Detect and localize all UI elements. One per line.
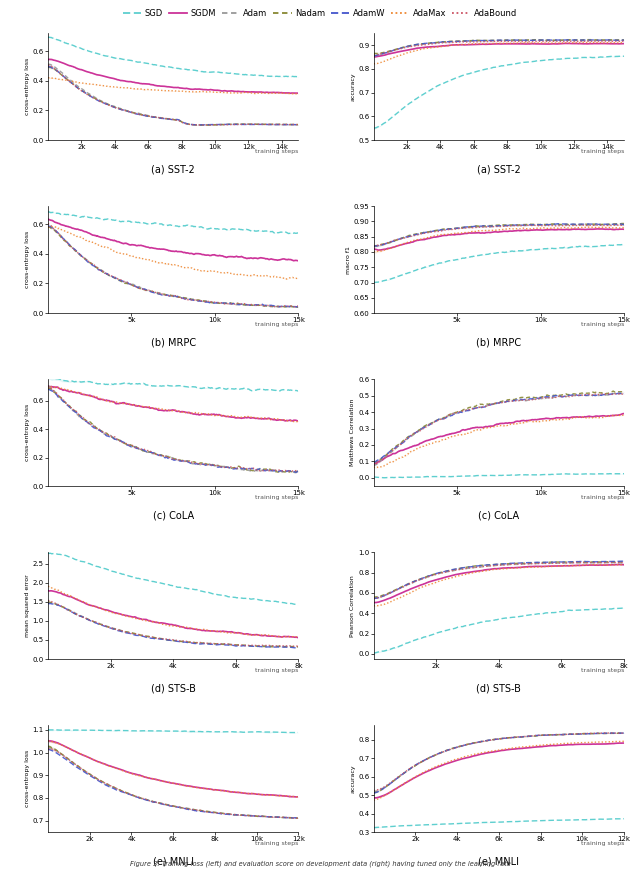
Y-axis label: cross-entropy loss: cross-entropy loss: [25, 58, 30, 115]
Text: training steps: training steps: [580, 322, 624, 327]
Text: training steps: training steps: [255, 841, 298, 845]
Y-axis label: cross-entropy loss: cross-entropy loss: [25, 404, 30, 461]
Text: training steps: training steps: [580, 668, 624, 673]
Title: (d) STS-B: (d) STS-B: [476, 683, 521, 693]
Y-axis label: mean squared error: mean squared error: [25, 574, 30, 637]
Text: training steps: training steps: [255, 495, 298, 500]
Title: (a) SST-2: (a) SST-2: [151, 164, 195, 174]
Y-axis label: accuracy: accuracy: [350, 765, 355, 793]
Title: (e) MNLI: (e) MNLI: [153, 857, 194, 866]
Title: (b) MRPC: (b) MRPC: [476, 337, 522, 347]
Text: training steps: training steps: [255, 322, 298, 327]
Text: training steps: training steps: [255, 149, 298, 154]
Title: (c) CoLA: (c) CoLA: [478, 510, 519, 520]
Y-axis label: cross-entropy loss: cross-entropy loss: [25, 750, 30, 808]
Title: (b) MRPC: (b) MRPC: [150, 337, 196, 347]
Y-axis label: Matthews Correlation: Matthews Correlation: [350, 399, 355, 467]
Legend: SGD, SGDM, Adam, Nadam, AdamW, AdaMax, AdaBound: SGD, SGDM, Adam, Nadam, AdamW, AdaMax, A…: [120, 6, 520, 22]
Text: training steps: training steps: [580, 841, 624, 845]
Text: Figure 3: Training loss (left) and evaluation score on development data (right) : Figure 3: Training loss (left) and evalu…: [129, 860, 511, 867]
Y-axis label: cross-entropy loss: cross-entropy loss: [25, 231, 30, 288]
Title: (a) SST-2: (a) SST-2: [477, 164, 521, 174]
Title: (c) CoLA: (c) CoLA: [153, 510, 194, 520]
Y-axis label: accuracy: accuracy: [350, 73, 355, 101]
Text: training steps: training steps: [255, 668, 298, 673]
Text: training steps: training steps: [580, 495, 624, 500]
Title: (e) MNLI: (e) MNLI: [478, 857, 519, 866]
Y-axis label: Pearson Correlation: Pearson Correlation: [350, 575, 355, 636]
Text: training steps: training steps: [580, 149, 624, 154]
Y-axis label: macro f1: macro f1: [346, 246, 351, 274]
Title: (d) STS-B: (d) STS-B: [151, 683, 196, 693]
